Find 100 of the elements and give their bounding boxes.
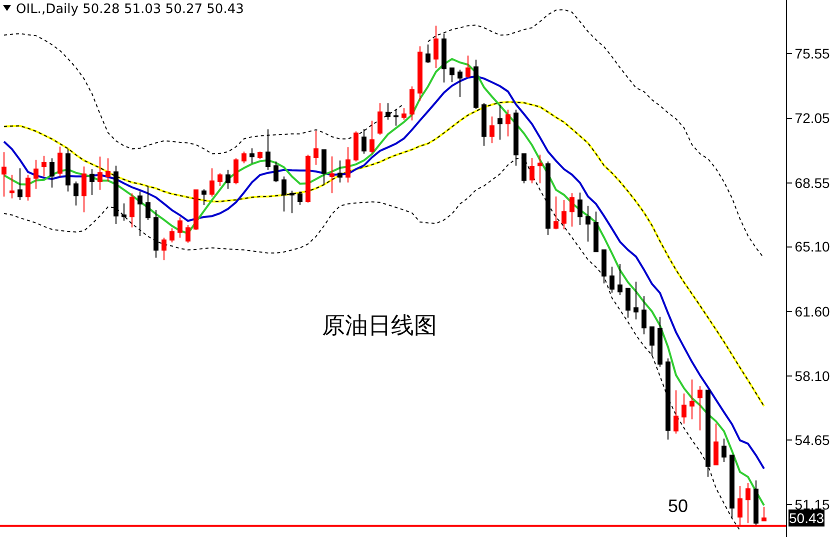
y-tick-label: 68.55: [794, 174, 830, 191]
candlestick: [50, 158, 54, 188]
y-tick-label: 75.55: [794, 46, 830, 62]
candlestick: [114, 165, 118, 225]
candlestick: [658, 316, 662, 368]
candlestick: [642, 296, 646, 335]
candlestick: [306, 154, 310, 204]
candlestick: [106, 158, 110, 182]
candlestick: [434, 25, 438, 69]
text: 50.43: [789, 510, 824, 526]
candlestick: [98, 156, 102, 190]
candlestick: [34, 159, 38, 190]
candlestick: [666, 358, 670, 440]
candlestick: [178, 216, 182, 238]
y-tick-label: 58.10: [794, 368, 830, 384]
candlestick: [386, 102, 390, 120]
chart-subtitle: OIL.,Daily 50.28 51.03 50.27 50.43: [16, 2, 244, 17]
candlestick: [10, 174, 14, 199]
candlestick: [410, 86, 414, 121]
candlestick: [746, 482, 750, 524]
candlestick: [714, 423, 718, 466]
candlestick: [258, 151, 262, 160]
candlestick: [66, 148, 70, 192]
candlestick: [122, 202, 126, 222]
candlestick: [634, 281, 638, 320]
candlestick: [2, 152, 6, 198]
candlestick: [466, 55, 470, 79]
candlestick: [242, 151, 246, 164]
candlestick: [762, 506, 766, 522]
candlestick: [610, 266, 614, 294]
candlestick: [346, 146, 350, 183]
candlestick: [322, 149, 326, 186]
candlestick: [290, 190, 294, 214]
candlestick: [210, 168, 214, 198]
candlestick: [82, 166, 86, 213]
candlestick: [18, 168, 22, 201]
candlestick: [146, 185, 150, 220]
candlestick: [26, 174, 30, 202]
candlestick: [138, 191, 142, 237]
candlestick: [90, 168, 94, 196]
candlestick: [498, 104, 502, 140]
candlestick: [554, 196, 558, 230]
candlestick: [274, 161, 278, 183]
candlestick: [754, 480, 758, 526]
candlestick: [186, 224, 190, 244]
candlestick: [338, 160, 342, 183]
candlestick: [402, 108, 406, 120]
candlestick: [722, 438, 726, 462]
candlestick: [314, 130, 318, 166]
candlestick: [674, 390, 678, 434]
candlestick: [690, 379, 694, 420]
candlestick: [298, 191, 302, 206]
candlestick: [586, 205, 590, 242]
candlestick: [330, 156, 334, 194]
candlestick: [442, 33, 446, 83]
candlestick: [130, 192, 134, 228]
candlestick: [234, 158, 238, 185]
candlestick: [42, 155, 46, 178]
candlestick: [282, 176, 286, 212]
candlestick: [218, 172, 222, 186]
candlestick: [506, 109, 510, 137]
candlestick: [194, 188, 198, 230]
y-tick-label: 65.10: [794, 238, 830, 255]
y-tick-label: 54.65: [794, 432, 830, 448]
candlestick: [426, 44, 430, 64]
candlestick: [530, 158, 534, 184]
y-tick-label: 61.60: [794, 303, 830, 320]
candlestick: [618, 263, 622, 296]
candlestick: [602, 249, 606, 284]
y-tick-label: 72.05: [794, 110, 830, 126]
candlestick: [162, 237, 166, 261]
y-tick-label: 51.15: [794, 496, 830, 513]
candlestick: [594, 211, 598, 252]
candlestick: [458, 69, 462, 98]
candlestick: [490, 116, 494, 144]
candlestick: [578, 192, 582, 226]
candlestick: [626, 288, 630, 318]
candlestick: [730, 454, 734, 518]
candlestick: [250, 148, 254, 164]
candlestick: [682, 393, 686, 424]
ref-line-label: 50: [668, 496, 688, 516]
candlestick: [226, 169, 230, 190]
candlestick: [562, 200, 566, 230]
candlestick: [650, 326, 654, 356]
candlestick: [370, 120, 374, 154]
candlestick: [546, 161, 550, 236]
text: 原油日线图: [322, 312, 438, 339]
candlestick: [354, 130, 358, 162]
candlestick: [202, 188, 206, 206]
candlestick: [418, 46, 422, 102]
candlestick: [698, 386, 702, 431]
candlestick: [570, 192, 574, 228]
candlestick: [58, 146, 62, 178]
candlestick: [74, 181, 78, 206]
candlestick: [378, 102, 382, 136]
candlestick: [154, 209, 158, 258]
candlestick: [394, 108, 398, 126]
candlestick: [706, 389, 710, 478]
candlestick: [170, 228, 174, 243]
candlestick: [538, 154, 542, 184]
